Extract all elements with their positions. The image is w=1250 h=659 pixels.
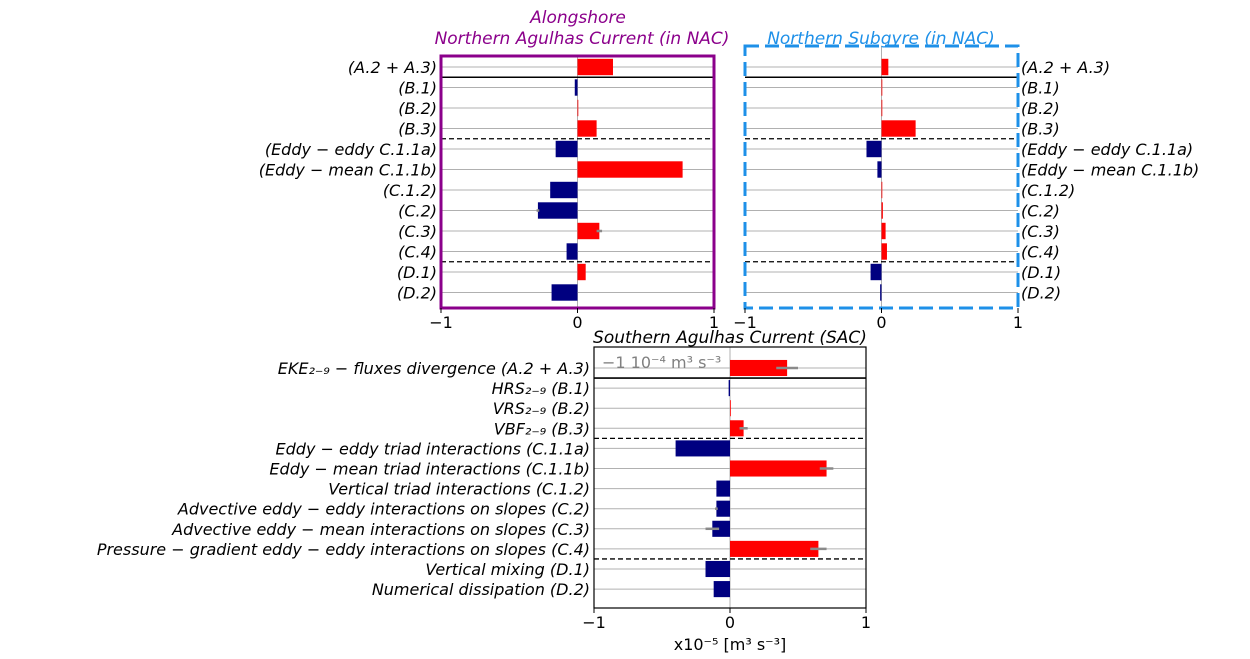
- y-tick-label: VBF₂₋₉ (B.3): [494, 419, 590, 438]
- bar: [881, 243, 887, 260]
- chart-title: Southern Agulhas Current (SAC): [593, 328, 867, 348]
- y-tick-label: (C.3): [1021, 222, 1060, 241]
- y-tick-label: (Eddy − mean C.1.1b): [259, 161, 437, 180]
- bar: [730, 359, 788, 377]
- bar: [881, 120, 916, 137]
- bar: [866, 140, 882, 158]
- y-tick-label: (B.2): [398, 99, 437, 118]
- bar: [550, 181, 578, 199]
- y-tick-label: (D.1): [397, 263, 437, 282]
- y-tick-label: Advective eddy − mean interactions on sl…: [171, 520, 590, 539]
- y-tick-label: (A.2 + A.3): [1021, 58, 1110, 77]
- bar: [577, 263, 586, 281]
- y-tick-label: Pressure − gradient eddy − eddy interact…: [97, 540, 590, 559]
- bar: [728, 380, 730, 397]
- bar: [881, 222, 886, 240]
- bar: [880, 284, 882, 301]
- bar: [881, 58, 889, 76]
- bar: [713, 581, 730, 598]
- bar: [716, 480, 730, 497]
- y-tick-label: (C.2): [1021, 202, 1060, 221]
- y-tick-label: (C.1.2): [383, 181, 437, 200]
- y-tick-label: Eddy − eddy triad interactions (C.1.1a): [276, 439, 590, 458]
- y-tick-label: (A.2 + A.3): [348, 58, 437, 77]
- y-tick-label: (B.3): [398, 120, 437, 139]
- bar: [705, 560, 730, 578]
- x-tick-label: 0: [572, 313, 582, 332]
- y-tick-label: (C.3): [398, 222, 437, 241]
- bar: [881, 181, 883, 199]
- chart-title: Northern Agulhas Current (in NAC): [435, 29, 730, 49]
- x-tick-label: 1: [861, 613, 871, 632]
- y-tick-label: (B.3): [1021, 120, 1060, 139]
- bar: [577, 222, 600, 240]
- y-tick-label: Vertical mixing (D.1): [425, 560, 590, 579]
- y-tick-label: (D.2): [1021, 284, 1061, 303]
- bar: [675, 440, 730, 457]
- y-tick-label: Eddy − mean triad interactions (C.1.1b): [269, 460, 590, 479]
- bar: [870, 263, 882, 281]
- bar: [881, 79, 883, 96]
- scale-annotation: −1 10⁻⁴ m³ s⁻³: [602, 353, 721, 372]
- bar: [551, 284, 578, 301]
- bar: [555, 140, 578, 158]
- x-tick-label: −1: [733, 313, 757, 332]
- y-tick-label: (Eddy − eddy C.1.1a): [1021, 140, 1193, 159]
- y-tick-label: (C.4): [398, 243, 437, 262]
- bar: [881, 99, 883, 117]
- y-tick-label: (Eddy − mean C.1.1b): [1021, 161, 1199, 180]
- y-tick-label: (B.1): [1021, 79, 1060, 98]
- y-tick-label: (C.2): [398, 202, 437, 221]
- y-tick-label: EKE₂₋₉ − fluxes divergence (A.2 + A.3): [278, 359, 590, 378]
- y-tick-label: Advective eddy − eddy interactions on sl…: [177, 500, 590, 519]
- bar: [537, 202, 578, 219]
- y-tick-label: (D.2): [397, 284, 437, 303]
- bar: [577, 58, 613, 76]
- chart-title: Alongshore: [529, 8, 626, 28]
- chart-title: Northern Subgyre (in NAC): [767, 29, 995, 49]
- chart-panel-1: −1 0 1 (A.2 + A.3) (B.1)(B.2) (B.3)(Eddy − ed…: [259, 8, 730, 332]
- y-tick-label: Numerical dissipation (D.2): [372, 580, 590, 599]
- y-tick-label: (D.1): [1021, 263, 1061, 282]
- bar: [730, 400, 731, 417]
- bar: [566, 243, 578, 260]
- bar: [577, 120, 597, 137]
- chart-panel-3: −1 0 1 EKE₂₋₉ − fluxes divergence (A.2 + A.…: [97, 328, 871, 654]
- x-axis-label: x10⁻⁵ [m³ s⁻³]: [674, 635, 787, 654]
- chart-panel-2: −1 0 1 (A.2 + A.3) (B.1)(B.2) (B.3)(Eddy − ed…: [733, 29, 1199, 332]
- y-tick-label: (B.1): [398, 79, 437, 98]
- bar: [730, 540, 819, 557]
- y-tick-label: HRS₂₋₉ (B.1): [492, 379, 590, 398]
- bar: [574, 79, 578, 96]
- y-tick-label: VRS₂₋₉ (B.2): [493, 399, 590, 418]
- y-tick-label: (C.1.2): [1021, 181, 1075, 200]
- y-tick-label: Vertical triad interactions (C.1.2): [328, 480, 590, 499]
- x-tick-label: −1: [582, 613, 606, 632]
- bar: [577, 99, 579, 117]
- x-tick-label: 0: [725, 613, 735, 632]
- x-tick-label: 0: [876, 313, 886, 332]
- bar: [877, 161, 882, 178]
- x-tick-label: 1: [1013, 313, 1023, 332]
- bar: [577, 161, 683, 178]
- y-tick-label: (C.4): [1021, 243, 1060, 262]
- bar: [881, 202, 883, 219]
- bar: [730, 420, 744, 437]
- y-tick-label: (Eddy − eddy C.1.1a): [265, 140, 437, 159]
- y-tick-label: (B.2): [1021, 99, 1060, 118]
- bar: [716, 500, 730, 517]
- x-tick-label: 1: [709, 313, 719, 332]
- x-tick-label: −1: [429, 313, 453, 332]
- bar: [712, 520, 730, 537]
- bar: [730, 460, 827, 477]
